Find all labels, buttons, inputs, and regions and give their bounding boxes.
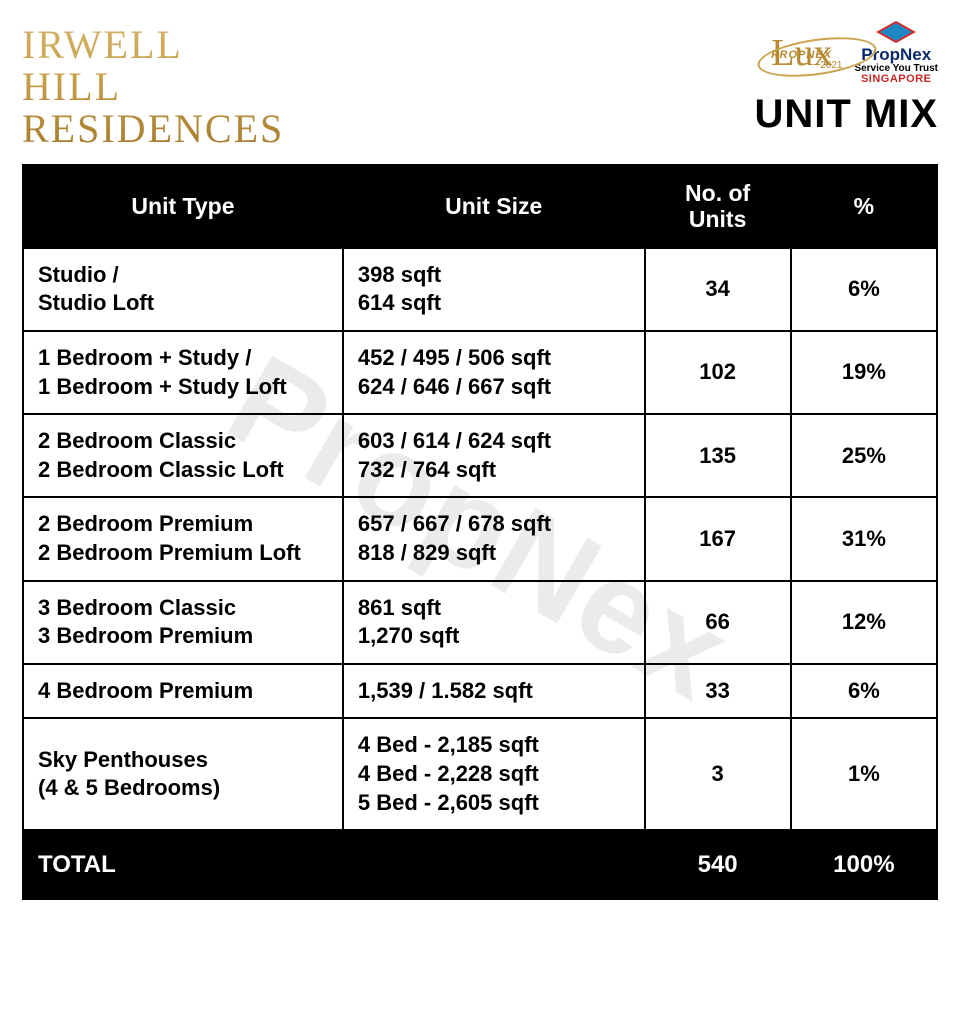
propnex-tag2: SINGAPORE <box>854 74 938 86</box>
cell-size: 603 / 614 / 624 sqft732 / 764 sqft <box>343 414 645 497</box>
total-units: 540 <box>645 830 791 899</box>
cell-pct: 1% <box>791 718 937 830</box>
table-row: 2 Bedroom Classic2 Bedroom Classic Loft6… <box>23 414 937 497</box>
col-unit-size: Unit Size <box>343 165 645 248</box>
cell-type: 3 Bedroom Classic3 Bedroom Premium <box>23 581 343 664</box>
table-row: 2 Bedroom Premium2 Bedroom Premium Loft6… <box>23 497 937 580</box>
table-row: 4 Bedroom Premium1,539 / 1.582 sqft336% <box>23 664 937 719</box>
cell-type: 2 Bedroom Premium2 Bedroom Premium Loft <box>23 497 343 580</box>
cell-size: 861 sqft1,270 sqft <box>343 581 645 664</box>
col-unit-type: Unit Type <box>23 165 343 248</box>
title-line-1: IRWELL <box>22 24 284 66</box>
title-line-2: HILL <box>22 66 284 108</box>
cell-pct: 6% <box>791 248 937 331</box>
cell-pct: 25% <box>791 414 937 497</box>
cell-units: 33 <box>645 664 791 719</box>
table-row: Sky Penthouses(4 & 5 Bedrooms)4 Bed - 2,… <box>23 718 937 830</box>
header-right: PROPNEX Lux 2021 PropNex Service You Tru… <box>754 20 938 137</box>
cell-units: 66 <box>645 581 791 664</box>
col-percent: % <box>791 165 937 248</box>
cell-units: 102 <box>645 331 791 414</box>
cell-type: 1 Bedroom + Study /1 Bedroom + Study Lof… <box>23 331 343 414</box>
table-row: Studio /Studio Loft398 sqft614 sqft346% <box>23 248 937 331</box>
col-no-units: No. ofUnits <box>645 165 791 248</box>
page-header: IRWELL HILL RESIDENCES PROPNEX Lux 2021 … <box>22 20 938 150</box>
table-body: Studio /Studio Loft398 sqft614 sqft346%1… <box>23 248 937 900</box>
cell-units: 135 <box>645 414 791 497</box>
total-pct: 100% <box>791 830 937 899</box>
table-total-row: TOTAL 540100% <box>23 830 937 899</box>
total-blank <box>343 830 645 899</box>
lux-year: 2021 <box>820 60 842 71</box>
cell-units: 3 <box>645 718 791 830</box>
cell-type: Sky Penthouses(4 & 5 Bedrooms) <box>23 718 343 830</box>
table-row: 1 Bedroom + Study /1 Bedroom + Study Lof… <box>23 331 937 414</box>
section-title: UNIT MIX <box>754 92 938 137</box>
cell-size: 1,539 / 1.582 sqft <box>343 664 645 719</box>
cell-units: 34 <box>645 248 791 331</box>
propnex-lux-logo: PROPNEX Lux 2021 <box>763 31 840 75</box>
total-label: TOTAL <box>23 830 343 899</box>
cell-size: 452 / 495 / 506 sqft624 / 646 / 667 sqft <box>343 331 645 414</box>
unit-mix-table: Unit Type Unit Size No. ofUnits % Studio… <box>22 164 938 900</box>
cell-size: 398 sqft614 sqft <box>343 248 645 331</box>
title-line-3: RESIDENCES <box>22 108 284 150</box>
table-head: Unit Type Unit Size No. ofUnits % <box>23 165 937 248</box>
cell-type: 2 Bedroom Classic2 Bedroom Classic Loft <box>23 414 343 497</box>
cell-type: 4 Bedroom Premium <box>23 664 343 719</box>
cell-pct: 6% <box>791 664 937 719</box>
cell-pct: 12% <box>791 581 937 664</box>
diamond-icon <box>876 20 916 44</box>
table-row: 3 Bedroom Classic3 Bedroom Premium861 sq… <box>23 581 937 664</box>
cell-pct: 31% <box>791 497 937 580</box>
col-no-units-label: No. ofUnits <box>685 180 750 232</box>
project-title: IRWELL HILL RESIDENCES <box>22 20 284 150</box>
cell-units: 167 <box>645 497 791 580</box>
cell-size: 657 / 667 / 678 sqft818 / 829 sqft <box>343 497 645 580</box>
cell-type: Studio /Studio Loft <box>23 248 343 331</box>
logo-row: PROPNEX Lux 2021 PropNex Service You Tru… <box>763 20 938 86</box>
cell-pct: 19% <box>791 331 937 414</box>
cell-size: 4 Bed - 2,185 sqft4 Bed - 2,228 sqft5 Be… <box>343 718 645 830</box>
